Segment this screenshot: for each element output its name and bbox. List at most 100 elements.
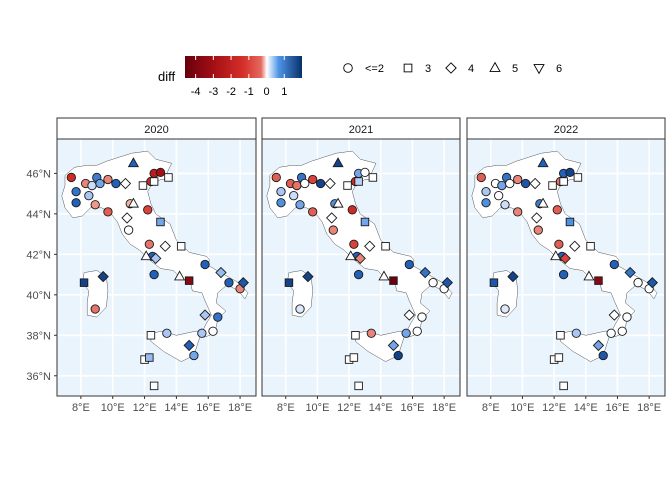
station-markers <box>271 157 454 391</box>
station-marker <box>507 270 519 283</box>
y-tick-label: 40°N <box>26 290 51 302</box>
station-marker <box>213 312 223 322</box>
colorbar-tick-label: 1 <box>281 86 287 98</box>
colorbar-tick-label: -4 <box>191 86 201 98</box>
facet-strip-label: 2020 <box>144 124 168 136</box>
station-marker <box>583 270 595 281</box>
station-marker <box>505 178 515 189</box>
station-marker <box>550 250 562 261</box>
shape-legend-label: 6 <box>556 63 562 75</box>
station-marker <box>103 207 113 217</box>
y-tick-label: 38°N <box>26 330 51 342</box>
station-marker <box>97 270 109 283</box>
map-panel-2021: 2021 8°E 10°E 12°E 14°E 16°E 18°E <box>261 117 461 414</box>
station-marker <box>565 217 575 227</box>
station-marker <box>500 200 510 210</box>
station-marker <box>119 177 132 190</box>
station-marker <box>176 242 186 251</box>
station-marker <box>389 276 398 285</box>
station-marker <box>537 157 549 168</box>
station-marker <box>548 181 557 190</box>
x-tick-label: 12°E <box>542 402 566 414</box>
station-marker <box>594 276 603 285</box>
station-marker <box>360 167 370 178</box>
station-marker <box>289 191 299 201</box>
station-marker <box>164 173 173 182</box>
station-marker <box>378 270 390 281</box>
station-marker <box>481 186 491 197</box>
station-marker <box>403 309 415 321</box>
shape-legend-item: <=2 <box>343 63 384 75</box>
station-marker <box>127 157 140 168</box>
station-marker <box>295 200 305 210</box>
station-marker <box>573 173 583 182</box>
x-tick-label: 14°E <box>369 402 393 414</box>
station-marker <box>497 180 507 191</box>
station-marker <box>149 381 159 391</box>
station-marker <box>349 239 359 249</box>
station-marker <box>143 205 153 215</box>
x-tick-label: 14°E <box>574 402 598 414</box>
station-marker <box>401 328 411 338</box>
station-marker <box>554 353 564 362</box>
shape-legend: <=2 3 4 5 6 <box>343 61 562 75</box>
station-marker <box>360 217 370 227</box>
station-marker <box>111 178 121 189</box>
station-marker <box>624 266 636 279</box>
station-marker <box>237 277 249 289</box>
station-marker <box>326 212 338 224</box>
station-marker <box>295 304 305 314</box>
y-tick-label: 42°N <box>26 249 51 261</box>
shape-legend-label: 4 <box>468 63 474 75</box>
station-marker <box>393 350 403 361</box>
station-marker <box>633 278 643 288</box>
station-marker <box>347 205 357 215</box>
station-marker <box>404 259 414 270</box>
station-marker <box>276 186 286 197</box>
shape-legend-label: 5 <box>512 63 518 75</box>
color-legend-title: diff <box>158 69 175 84</box>
station-marker <box>149 177 159 186</box>
station-marker <box>150 252 162 265</box>
station-marker <box>292 180 302 191</box>
x-tick-label: 18°E <box>432 402 456 414</box>
shape-legend-item: 3 <box>403 63 431 75</box>
x-tick-label: 10°E <box>305 402 329 414</box>
shape-legend-key-triangle-down <box>533 64 545 75</box>
station-marker <box>368 173 378 182</box>
station-marker <box>571 328 581 338</box>
colorbar-tick-label: -2 <box>226 86 236 98</box>
station-marker <box>552 205 562 215</box>
italy-mainland-outline <box>61 150 249 338</box>
station-marker <box>617 326 627 336</box>
colorbar-tick-label: -3 <box>208 86 218 98</box>
station-marker <box>500 304 510 314</box>
shape-legend-item: 5 <box>489 61 518 75</box>
station-marker <box>300 178 310 189</box>
x-tick-label: 18°E <box>228 402 252 414</box>
panel-border <box>466 138 666 397</box>
panel-border <box>261 138 461 397</box>
station-marker <box>121 212 133 224</box>
x-tick-label: 12°E <box>337 402 361 414</box>
y-tick-label: 44°N <box>26 209 51 221</box>
station-marker <box>441 277 454 289</box>
station-marker <box>308 174 318 185</box>
station-marker <box>529 177 541 190</box>
station-marker <box>366 328 376 338</box>
y-tick-label: 36°N <box>26 371 51 383</box>
station-marker <box>328 225 338 235</box>
station-marker <box>559 252 571 265</box>
shape-legend-key-diamond <box>445 62 457 74</box>
station-marker <box>556 331 565 340</box>
station-marker <box>417 312 427 322</box>
shape-legend-label: <=2 <box>365 63 384 75</box>
x-tick-label: 14°E <box>164 402 188 414</box>
station-marker <box>184 276 194 285</box>
x-tick-label: 8°E <box>72 402 90 414</box>
station-marker <box>162 328 172 338</box>
station-marker <box>276 198 286 208</box>
station-marker <box>84 191 94 201</box>
station-marker <box>351 331 360 340</box>
station-marker <box>349 353 359 362</box>
